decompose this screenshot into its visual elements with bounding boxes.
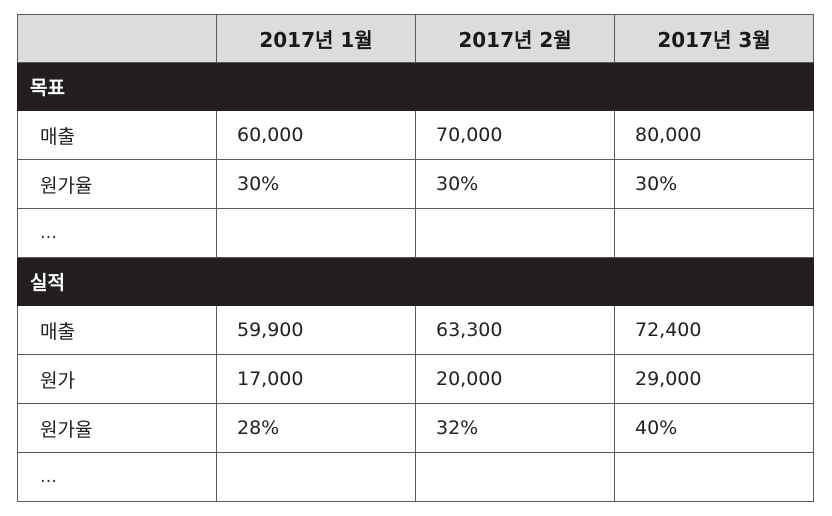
table-row: 원가율 30% 30% 30% (17, 159, 814, 209)
table-row: 매출 60,000 70,000 80,000 (17, 110, 814, 160)
table-cell: 32% (415, 403, 615, 453)
table-cell: 60,000 (216, 110, 416, 160)
row-label: 원가율 (17, 403, 217, 453)
table-cell: 40% (614, 403, 814, 453)
section-title: 목표 (17, 62, 814, 111)
row-label: 원가율 (17, 159, 217, 209)
table-row: 원가율 28% 32% 40% (17, 403, 814, 453)
header-corner-cell (17, 14, 217, 63)
table-cell: 59,900 (216, 305, 416, 355)
table-cell: 17,000 (216, 354, 416, 404)
row-label-ellipsis: … (17, 452, 217, 502)
table-cell: 80,000 (614, 110, 814, 160)
table-cell (415, 208, 615, 258)
table-cell (614, 208, 814, 258)
header-row: 2017년 1월 2017년 2월 2017년 3월 (17, 14, 814, 63)
table-row: … (17, 208, 814, 258)
plan-vs-actual-table: 2017년 1월 2017년 2월 2017년 3월 목표 매출 60,000 … (17, 14, 814, 502)
row-label: 매출 (17, 305, 217, 355)
table-cell (216, 452, 416, 502)
table-cell (614, 452, 814, 502)
row-label: 매출 (17, 110, 217, 160)
table-cell: 63,300 (415, 305, 615, 355)
table-cell: 72,400 (614, 305, 814, 355)
section-title: 실적 (17, 257, 814, 306)
header-month-2: 2017년 2월 (415, 14, 615, 63)
table-cell: 70,000 (415, 110, 615, 160)
section-header-target: 목표 (17, 62, 814, 111)
table-cell (216, 208, 416, 258)
table-cell: 30% (216, 159, 416, 209)
table-cell: 30% (614, 159, 814, 209)
table-cell (415, 452, 615, 502)
row-label: 원가 (17, 354, 217, 404)
table-cell: 28% (216, 403, 416, 453)
table-row: 원가 17,000 20,000 29,000 (17, 354, 814, 404)
table-row: 매출 59,900 63,300 72,400 (17, 305, 814, 355)
table-cell: 30% (415, 159, 615, 209)
header-month-3: 2017년 3월 (614, 14, 814, 63)
table-cell: 20,000 (415, 354, 615, 404)
section-header-actual: 실적 (17, 257, 814, 306)
header-month-1: 2017년 1월 (216, 14, 416, 63)
table-row: … (17, 452, 814, 502)
table-cell: 29,000 (614, 354, 814, 404)
row-label-ellipsis: … (17, 208, 217, 258)
